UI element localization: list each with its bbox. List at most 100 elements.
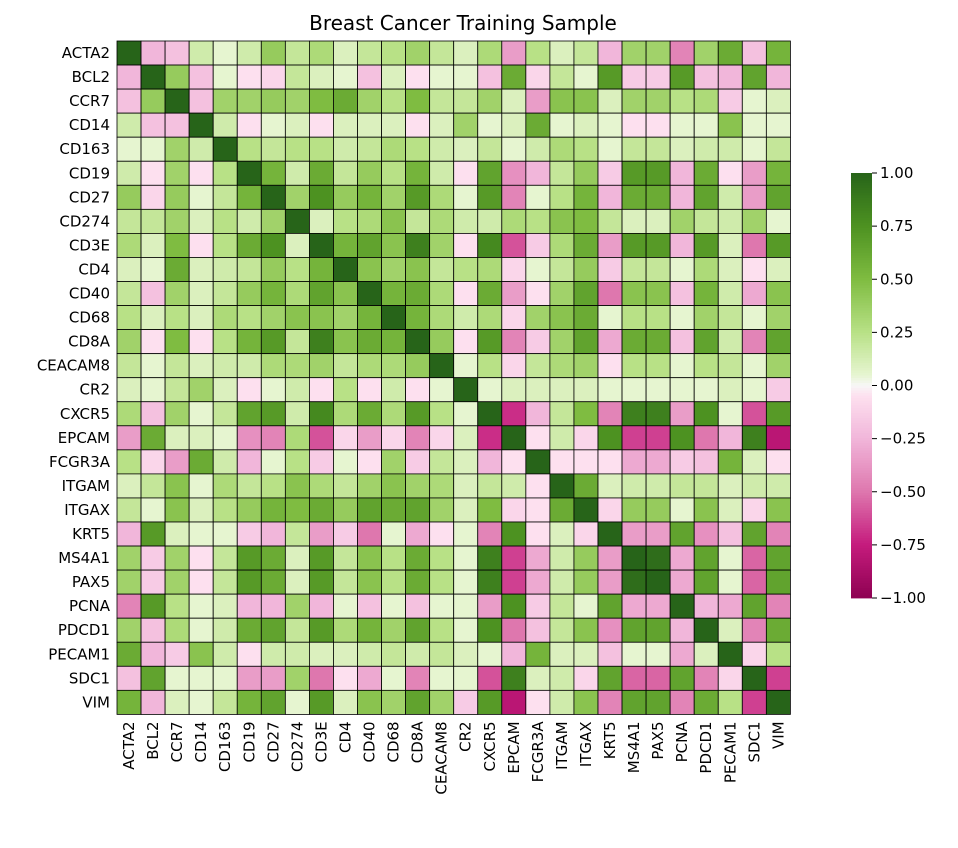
column-tick-label: CCR7 <box>168 721 186 762</box>
heatmap-cell <box>405 88 431 114</box>
heatmap-cell <box>453 232 479 258</box>
heatmap-cell <box>140 449 166 475</box>
heatmap-cell <box>669 232 695 258</box>
heatmap-cell <box>260 593 286 619</box>
heatmap-cell <box>140 88 166 114</box>
heatmap-cell <box>621 305 647 330</box>
heatmap-cell <box>429 40 455 66</box>
heatmap-cell <box>429 473 455 499</box>
heatmap-cell <box>717 665 743 691</box>
heatmap-cell <box>621 281 647 306</box>
heatmap-cell <box>333 497 358 523</box>
colorbar-segment <box>851 523 872 526</box>
heatmap-cell <box>381 160 406 186</box>
heatmap-cell <box>525 569 551 595</box>
heatmap-cell <box>405 593 431 619</box>
heatmap-cell <box>116 449 142 475</box>
heatmap-cell <box>645 521 671 547</box>
colorbar-tick-label: 0.25 <box>880 323 913 341</box>
row-tick-label: CXCR5 <box>60 405 110 423</box>
heatmap-cell <box>477 689 503 715</box>
heatmap-cell <box>188 160 214 186</box>
heatmap-cell <box>284 497 310 523</box>
heatmap-cell <box>669 665 695 691</box>
heatmap-cell <box>765 353 791 379</box>
heatmap-cell <box>741 88 767 114</box>
heatmap-cell <box>453 136 479 162</box>
heatmap-cell <box>381 353 406 379</box>
heatmap-cell <box>405 665 431 691</box>
heatmap-cell <box>357 64 382 90</box>
heatmap-cell <box>549 184 575 210</box>
heatmap-cell <box>188 329 214 355</box>
heatmap-cell <box>525 136 551 162</box>
heatmap-cell <box>717 641 743 667</box>
colorbar-segment <box>851 293 872 296</box>
colorbar-segment <box>851 175 872 179</box>
heatmap-cell <box>525 521 551 547</box>
heatmap-cell <box>501 569 527 595</box>
heatmap-cell <box>525 232 551 258</box>
heatmap-cell <box>116 521 142 547</box>
heatmap-cell <box>549 208 575 234</box>
heatmap-cell <box>236 449 262 475</box>
heatmap-cell <box>236 281 262 306</box>
heatmap-cell <box>212 497 238 523</box>
heatmap-cell <box>501 257 527 282</box>
heatmap-cell <box>717 208 743 234</box>
heatmap-cell <box>525 401 551 427</box>
column-tick-label: MS4A1 <box>625 721 643 773</box>
heatmap-cell <box>453 377 479 403</box>
colorbar-tick-label: −0.50 <box>880 483 926 501</box>
heatmap-cell <box>573 257 599 282</box>
heatmap-cell <box>116 353 142 379</box>
colorbar-segment <box>851 353 872 356</box>
heatmap-cell <box>453 64 479 90</box>
heatmap-cell <box>645 641 671 667</box>
heatmap-cell <box>621 521 647 547</box>
heatmap-cell <box>212 112 238 138</box>
heatmap-cell <box>212 689 238 715</box>
heatmap-cell <box>741 473 767 499</box>
heatmap-cell <box>597 545 623 571</box>
colorbar-segment <box>851 568 872 571</box>
heatmap-cell <box>333 593 358 619</box>
heatmap-cell <box>477 473 503 499</box>
heatmap-cell <box>525 112 551 138</box>
heatmap-cell <box>164 353 190 379</box>
heatmap-cell <box>645 257 671 282</box>
heatmap-cell <box>260 184 286 210</box>
heatmap-cell <box>765 449 791 475</box>
heatmap-cell <box>116 593 142 619</box>
heatmap-cell <box>717 64 743 90</box>
heatmap-cell <box>405 160 431 186</box>
heatmap-cell <box>333 305 358 330</box>
colorbar-segment <box>851 248 872 251</box>
heatmap-cell <box>717 305 743 330</box>
heatmap-cell <box>212 160 238 186</box>
heatmap-cell <box>765 641 791 667</box>
heatmap-cell <box>669 521 695 547</box>
heatmap-cell <box>453 689 479 715</box>
colorbar-segment <box>851 593 872 596</box>
heatmap-cell <box>693 521 719 547</box>
colorbar-segment <box>851 300 872 304</box>
heatmap-cell <box>357 136 382 162</box>
heatmap-cell <box>188 377 214 403</box>
heatmap-cell <box>477 281 503 306</box>
heatmap-cell <box>429 257 455 282</box>
colorbar-segment <box>851 505 872 509</box>
heatmap-cell <box>357 257 382 282</box>
heatmap-cell <box>284 425 310 451</box>
colorbar-segment <box>851 278 872 281</box>
heatmap-cell <box>549 64 575 90</box>
heatmap-cell <box>693 617 719 643</box>
column-tick-label: VIM <box>769 721 787 749</box>
colorbar-segment <box>851 210 872 214</box>
heatmap-cell <box>765 665 791 691</box>
heatmap-cell <box>284 136 310 162</box>
colorbar-segment <box>851 535 872 539</box>
heatmap-cell <box>212 641 238 667</box>
heatmap-cell <box>645 473 671 499</box>
colorbar-segment <box>851 220 872 224</box>
